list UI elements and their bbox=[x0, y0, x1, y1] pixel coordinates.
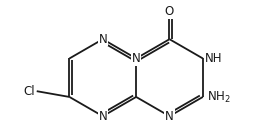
Text: Cl: Cl bbox=[23, 85, 35, 98]
Text: NH: NH bbox=[205, 52, 222, 65]
Text: NH$_2$: NH$_2$ bbox=[207, 89, 230, 104]
Text: N: N bbox=[165, 110, 174, 123]
Text: N: N bbox=[99, 33, 107, 46]
Text: N: N bbox=[132, 52, 141, 65]
Text: O: O bbox=[165, 5, 174, 18]
Text: N: N bbox=[99, 110, 107, 123]
